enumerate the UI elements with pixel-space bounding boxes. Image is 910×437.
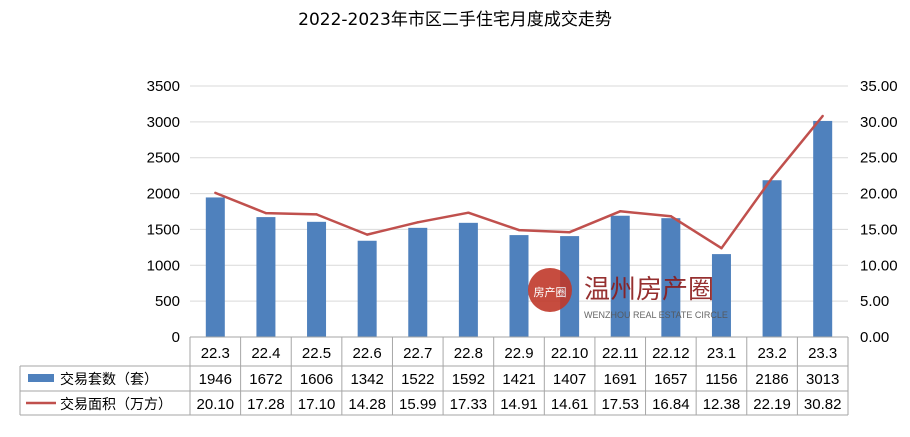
bar: [408, 227, 428, 337]
legend-swatch-bar: [28, 374, 54, 382]
data-label: 17.33: [450, 396, 488, 413]
line-point: [467, 211, 470, 214]
y-right-tick-label: 15.00: [860, 221, 898, 238]
line-point: [720, 247, 723, 250]
data-label: 1421: [502, 371, 535, 388]
x-tick-label: 22.12: [652, 345, 690, 362]
line-point: [365, 233, 369, 236]
bar: [256, 217, 276, 337]
legend-label: 交易套数（套）: [60, 371, 158, 388]
bar: [509, 235, 529, 337]
line-point: [416, 221, 419, 224]
bar: [458, 222, 478, 337]
data-label: 1522: [401, 371, 434, 388]
y-right-tick-label: 25.00: [860, 150, 898, 167]
x-tick-label: 22.9: [504, 345, 533, 362]
x-tick-label: 22.11: [602, 345, 638, 362]
watermark-subtitle: WENZHOU REAL ESTATE CIRCLE: [584, 310, 728, 320]
watermark-seal-icon: [528, 268, 572, 312]
y-left-tick-label: 3500: [147, 78, 180, 95]
y-right-tick-label: 30.00: [860, 114, 898, 131]
data-label: 17.28: [247, 396, 285, 413]
bar: [813, 120, 833, 337]
data-label: 30.82: [804, 396, 842, 413]
x-tick-label: 22.6: [353, 345, 382, 362]
data-label: 1657: [654, 371, 687, 388]
data-label: 1407: [553, 371, 586, 388]
bar: [762, 180, 782, 337]
y-left-tick-label: 1000: [147, 257, 180, 274]
data-label: 1672: [249, 371, 282, 388]
y-left-tick-label: 2000: [147, 186, 180, 203]
watermark: 房产圈 温州房产圈 WENZHOU REAL ESTATE CIRCLE: [528, 268, 728, 320]
data-label: 1592: [452, 371, 485, 388]
bar: [661, 218, 681, 337]
data-label: 20.10: [197, 396, 235, 413]
data-label: 14.61: [551, 396, 589, 413]
y-left-tick-label: 0: [172, 329, 180, 346]
y-left-tick-label: 3000: [147, 114, 180, 131]
data-label: 14.91: [500, 396, 538, 413]
x-tick-label: 22.10: [551, 345, 589, 362]
y-left-tick-label: 1500: [147, 221, 180, 238]
x-tick-label: 23.3: [808, 345, 837, 362]
line-point: [821, 114, 824, 118]
y-right-tick-label: 20.00: [860, 186, 898, 203]
y-axis-right: 0.00 5.00 10.00 15.00 20.00 25.00 30.00 35.00: [860, 78, 898, 346]
line-point: [517, 228, 521, 232]
chart-title: 2022-2023年市区二手住宅月度成交走势: [298, 10, 612, 30]
legend-label: 交易面积（万方）: [60, 396, 172, 413]
line-point: [214, 191, 217, 195]
data-label: 1691: [604, 371, 637, 388]
y-left-tick-label: 2500: [147, 150, 180, 167]
data-label: 16.84: [652, 396, 690, 413]
x-tick-label: 22.8: [454, 345, 483, 362]
y-right-tick-label: 35.00: [860, 78, 898, 95]
x-tick-label: 22.7: [403, 345, 432, 362]
watermark-seal-text: 房产圈: [534, 285, 567, 299]
bar: [610, 215, 630, 337]
line-point: [619, 210, 622, 213]
data-label: 17.10: [298, 396, 336, 413]
line-point: [264, 211, 268, 215]
data-label: 15.99: [399, 396, 437, 413]
line-point: [669, 215, 673, 218]
x-tick-label: 22.3: [201, 345, 230, 362]
bar-series: [205, 120, 833, 337]
bar: [357, 240, 377, 337]
bar: [711, 254, 731, 337]
x-tick-label: 22.5: [302, 345, 331, 362]
data-label: 22.19: [753, 396, 791, 413]
y-right-tick-label: 10.00: [860, 257, 898, 274]
y-right-tick-label: 0.00: [860, 329, 889, 346]
bar: [307, 221, 327, 337]
bar: [205, 197, 225, 337]
y-right-tick-label: 5.00: [860, 293, 889, 310]
line-point: [568, 231, 571, 234]
line-path: [214, 115, 824, 250]
data-label: 1156: [705, 371, 737, 388]
x-tick-label: 23.1: [707, 345, 736, 362]
data-label: 17.53: [601, 396, 639, 413]
data-label: 12.38: [703, 396, 741, 413]
data-label: 14.28: [348, 396, 386, 413]
data-label: 3013: [806, 371, 839, 388]
data-label: 1946: [199, 371, 232, 388]
data-label: 1342: [350, 371, 383, 388]
line-point: [315, 213, 318, 216]
y-left-tick-label: 500: [155, 293, 180, 310]
x-tick-label: 23.2: [757, 345, 786, 362]
data-table: 22.3 22.4 22.5 22.6 22.7 22.8 22.9 22.10 22.11 22…: [19, 336, 849, 416]
data-label: 1606: [300, 371, 333, 388]
y-axis-left: 0 500 1000 1500 2000 2500 3000 3500: [147, 78, 180, 346]
line-series: [214, 114, 824, 250]
x-tick-label: 22.4: [251, 345, 280, 362]
watermark-brand: 温州房产圈: [584, 275, 714, 305]
data-label: 2186: [755, 371, 788, 388]
line-point: [770, 176, 774, 180]
